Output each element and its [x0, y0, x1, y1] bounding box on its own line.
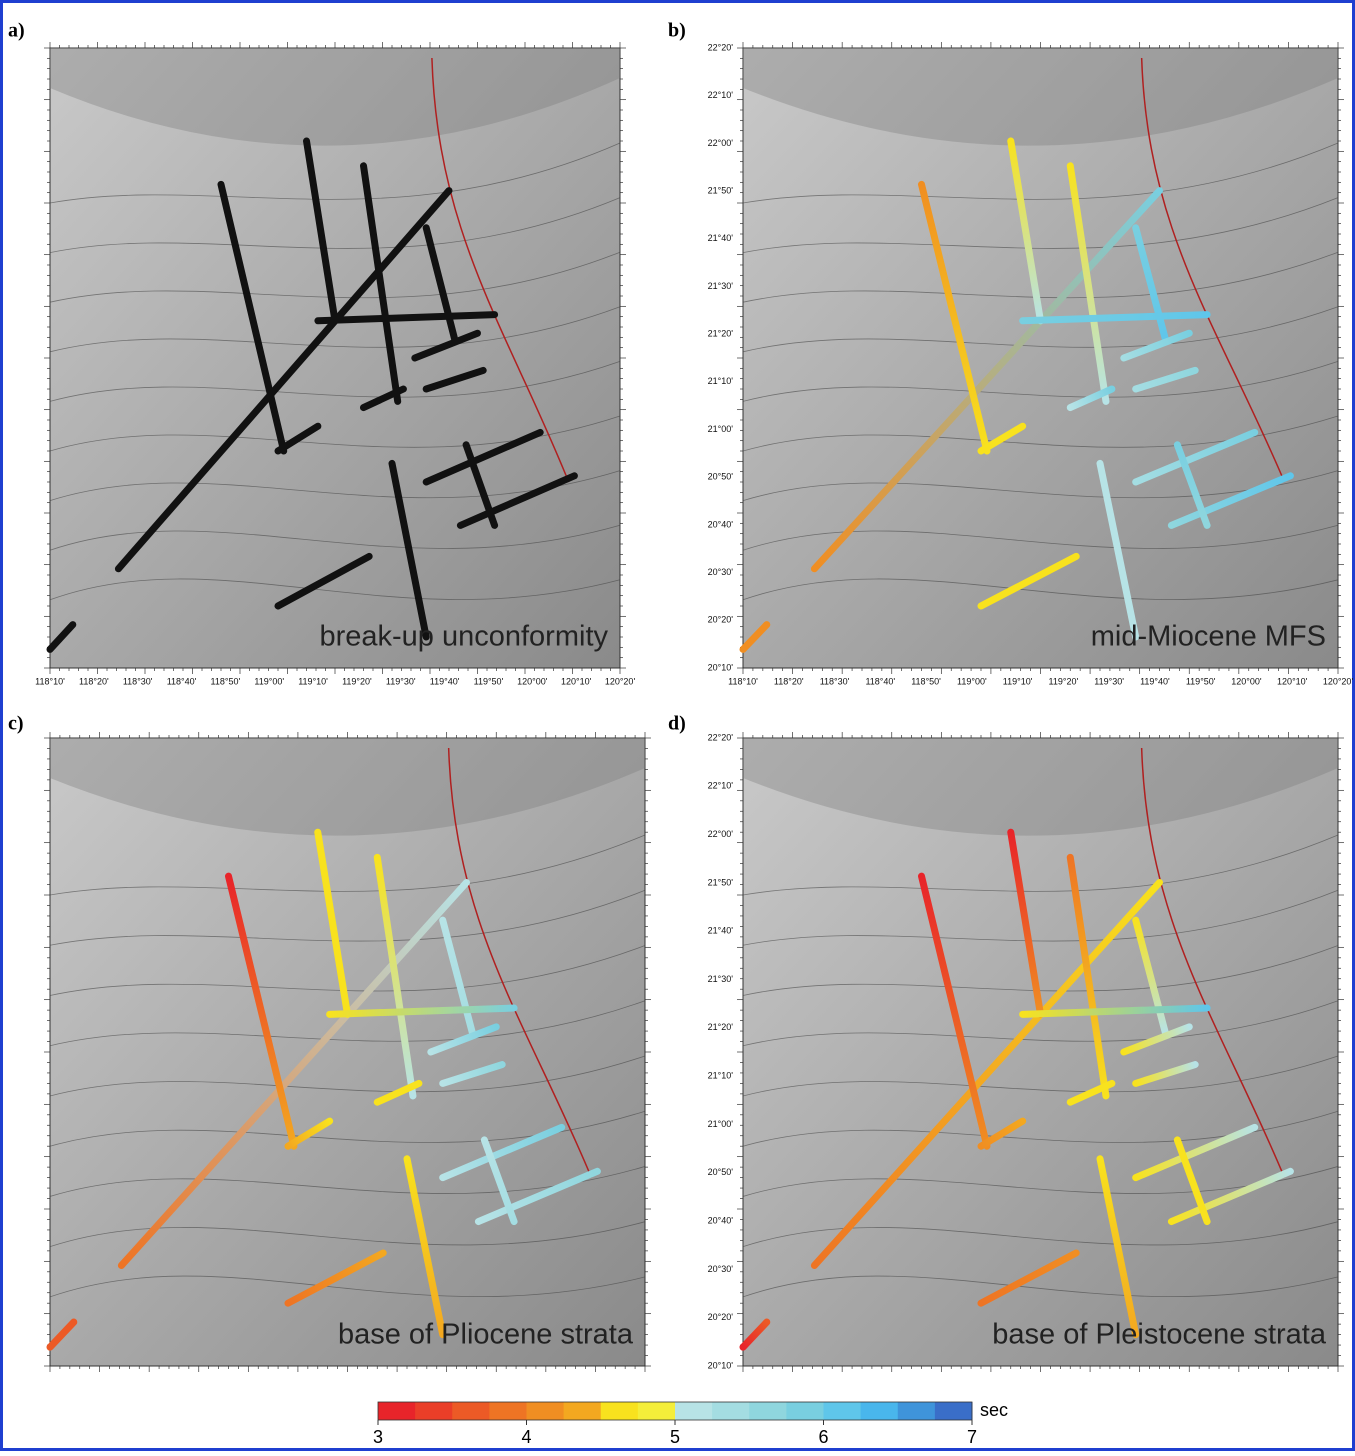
lon-tick-label: 119°30': [386, 676, 416, 686]
colorbar-swatch: [452, 1402, 490, 1420]
lat-tick-label: 21°50': [708, 185, 734, 195]
colorbar-swatch: [935, 1402, 973, 1420]
panel-caption: base of Pliocene strata: [338, 1319, 634, 1351]
colorbar-swatch: [527, 1402, 565, 1420]
lat-tick-label: 22°20': [708, 732, 734, 742]
lon-tick-label: 118°30': [123, 676, 153, 686]
colorbar-tick-label: 3: [373, 1427, 383, 1447]
lat-tick-label: 20°50': [708, 472, 734, 482]
colorbar-swatch: [415, 1402, 453, 1420]
lat-tick-label: 20°50': [708, 1167, 734, 1177]
lon-tick-label: 118°50': [911, 676, 941, 686]
panel-caption: base of Pleistocene strata: [992, 1319, 1327, 1351]
colorbar-swatch: [675, 1402, 713, 1420]
lon-tick-label: 118°20': [79, 676, 109, 686]
lon-tick-label: 119°00': [957, 676, 987, 686]
lat-tick-label: 21°10': [708, 376, 734, 386]
lat-tick-label: 22°00': [708, 829, 734, 839]
lon-tick-label: 119°50': [474, 676, 504, 686]
lat-tick-label: 21°00': [708, 1119, 734, 1129]
panel-letter: b): [668, 20, 686, 42]
lat-tick-label: 20°40': [708, 1215, 734, 1225]
lat-tick-label: 21°20': [708, 329, 734, 339]
lon-tick-label: 118°20': [774, 676, 804, 686]
lon-tick-label: 120°20': [1323, 676, 1354, 686]
lon-tick-label: 120°10': [1277, 676, 1308, 686]
lat-tick-label: 20°30': [708, 567, 734, 577]
panel-letter: c): [8, 713, 24, 735]
colorbar-swatch: [564, 1402, 602, 1420]
lat-tick-label: 22°00': [708, 138, 734, 148]
map-panel: base of Pliocene strata c): [8, 713, 651, 1372]
panel-caption: mid-Miocene MFS: [1091, 621, 1326, 653]
lon-tick-label: 118°50': [211, 676, 241, 686]
lon-tick-label: 120°10': [561, 676, 592, 686]
lon-tick-label: 118°40': [865, 676, 895, 686]
colorbar-tick-label: 4: [521, 1427, 531, 1447]
colorbar-swatch: [786, 1402, 824, 1420]
colorbar-swatch: [712, 1402, 750, 1420]
lon-tick-label: 118°40': [167, 676, 197, 686]
colorbar-swatch: [898, 1402, 936, 1420]
colorbar-swatch: [749, 1402, 787, 1420]
lon-tick-label: 119°30': [1094, 676, 1124, 686]
lat-tick-label: 20°30': [708, 1264, 734, 1274]
lon-tick-label: 119°20': [342, 676, 372, 686]
colorbar-swatch: [378, 1402, 416, 1420]
lon-tick-label: 119°50': [1186, 676, 1216, 686]
lat-tick-label: 21°10': [708, 1071, 734, 1081]
colorbar-swatch: [489, 1402, 527, 1420]
lat-tick-label: 22°10': [708, 90, 734, 100]
page: break-up unconformity a) mid-Miocene MFS b)…: [0, 0, 1355, 1456]
colorbar-tick-label: 6: [818, 1427, 828, 1447]
lat-tick-label: 21°40': [708, 233, 734, 243]
lat-tick-label: 20°10': [708, 1360, 734, 1370]
colorbar-tick-label: 7: [967, 1427, 977, 1447]
map-panel: break-up unconformity a): [8, 20, 626, 674]
lat-tick-label: 21°00': [708, 424, 734, 434]
lon-tick-label: 119°00': [254, 676, 284, 686]
map-panel: base of Pleistocene strata d): [668, 713, 1344, 1372]
lat-tick-label: 21°50': [708, 877, 734, 887]
lat-tick-label: 22°10': [708, 781, 734, 791]
panel-letter: d): [668, 713, 686, 735]
lon-tick-label: 120°00': [517, 676, 548, 686]
lon-tick-label: 120°00': [1231, 676, 1262, 686]
colorbar-unit: sec: [980, 1400, 1008, 1420]
lat-tick-label: 21°30': [708, 974, 734, 984]
lat-tick-label: 20°10': [708, 662, 734, 672]
lon-tick-label: 118°10': [35, 676, 65, 686]
lon-tick-label: 119°10': [1003, 676, 1033, 686]
lat-tick-label: 21°30': [708, 281, 734, 291]
lon-tick-label: 120°20': [605, 676, 636, 686]
colorbar-swatch: [824, 1402, 862, 1420]
lon-tick-label: 119°40': [1140, 676, 1170, 686]
panel-caption: break-up unconformity: [319, 621, 608, 653]
panel-letter: a): [8, 20, 25, 42]
colorbar-swatch: [601, 1402, 639, 1420]
lon-tick-label: 119°20': [1049, 676, 1079, 686]
map-panel: mid-Miocene MFS b): [668, 20, 1344, 674]
lat-tick-label: 20°40': [708, 519, 734, 529]
lon-tick-label: 119°10': [298, 676, 328, 686]
lat-tick-label: 20°20': [708, 1312, 734, 1322]
colorbar-tick-label: 5: [670, 1427, 680, 1447]
lat-tick-label: 21°20': [708, 1022, 734, 1032]
lat-tick-label: 22°20': [708, 42, 734, 52]
lon-tick-label: 119°40': [430, 676, 460, 686]
colorbar-swatch: [638, 1402, 676, 1420]
lon-tick-label: 118°10': [728, 676, 758, 686]
colorbar-swatch: [861, 1402, 899, 1420]
lon-tick-label: 118°30': [820, 676, 850, 686]
lat-tick-label: 20°20': [708, 615, 734, 625]
lat-tick-label: 21°40': [708, 926, 734, 936]
figure: break-up unconformity a) mid-Miocene MFS b)…: [0, 0, 1355, 1451]
